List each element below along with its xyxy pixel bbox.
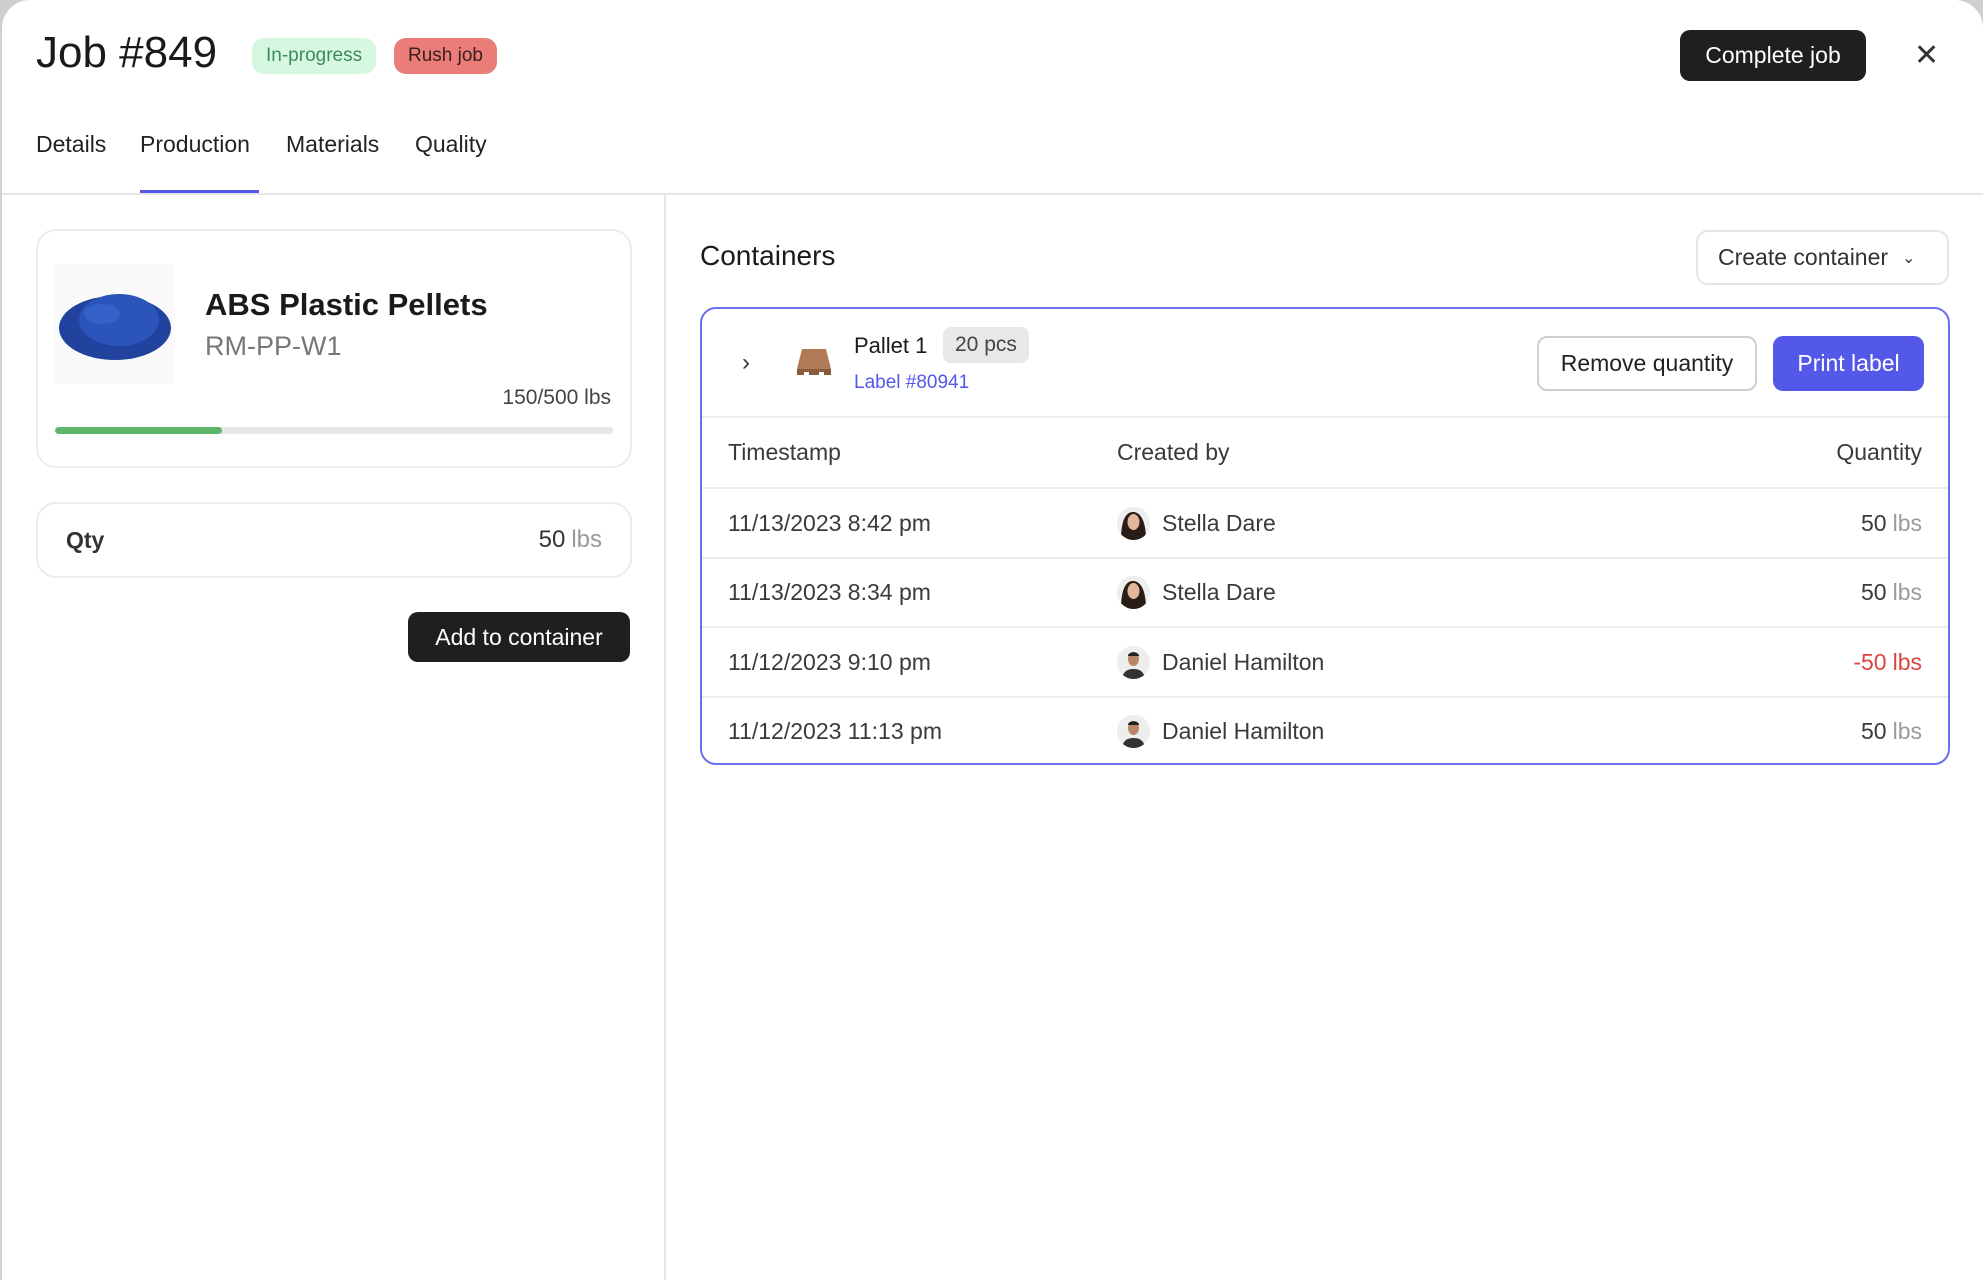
count-badge: 20 pcs <box>943 327 1029 363</box>
table-header: Timestamp Created by Quantity <box>702 416 1948 487</box>
material-progress-text: 150/500 lbs <box>502 386 611 409</box>
material-sku: RM-PP-W1 <box>205 331 342 361</box>
tab-details[interactable]: Details <box>36 131 107 157</box>
timestamp-cell: 11/13/2023 8:34 pm <box>728 579 931 605</box>
material-image <box>55 264 175 384</box>
qty-value: 50 <box>538 526 566 553</box>
quantity-value: 50 <box>1861 509 1887 536</box>
avatar <box>1117 506 1150 540</box>
quantity-unit: lbs <box>1892 509 1922 536</box>
column-header: Created by <box>1117 439 1230 465</box>
timestamp-cell: 11/12/2023 9:10 pm <box>728 648 931 675</box>
user-name: Daniel Hamilton <box>1162 718 1325 744</box>
table-row[interactable]: 11/13/2023 8:42 pm Stella Dare 50 lbs <box>702 487 1948 557</box>
complete-job-button[interactable]: Complete job <box>1680 30 1866 81</box>
table-row[interactable]: 11/12/2023 9:10 pm Daniel Hamilton -50 lb… <box>702 626 1948 696</box>
quantity-cell: 50 lbs <box>1861 698 1922 764</box>
chevron-right-icon[interactable]: › <box>742 349 750 376</box>
close-icon[interactable]: ✕ <box>1914 39 1940 72</box>
print-label-button[interactable]: Print label <box>1773 336 1924 391</box>
create-container-label: Create container <box>1718 244 1889 270</box>
quantity-unit: lbs <box>1892 579 1922 605</box>
user-name: Daniel Hamilton <box>1162 648 1325 675</box>
table-row[interactable]: 11/12/2023 11:13 pm Daniel Hamilton 50 lb… <box>702 695 1948 764</box>
page-title: Job #849 <box>36 28 218 77</box>
qty-input[interactable]: Qty 50 lbs <box>36 502 632 578</box>
created-by-cell: Stella Dare <box>1117 559 1276 627</box>
user-name: Stella Dare <box>1162 579 1276 605</box>
quantity-cell: 50 lbs <box>1861 559 1922 627</box>
column-header: Quantity <box>1836 439 1922 465</box>
material-progress-bar <box>55 427 613 434</box>
created-by-cell: Daniel Hamilton <box>1117 628 1324 696</box>
divider <box>2 193 1983 195</box>
timestamp-cell: 11/12/2023 11:13 pm <box>728 718 942 744</box>
pallet-icon <box>796 347 832 382</box>
progress-fill <box>55 427 223 434</box>
tab-quality[interactable]: Quality <box>415 131 487 157</box>
column-header: Timestamp <box>728 439 841 465</box>
qty-unit: lbs <box>571 526 602 553</box>
remove-quantity-button[interactable]: Remove quantity <box>1537 336 1757 391</box>
status-badge: In-progress <box>252 38 377 74</box>
tab-materials[interactable]: Materials <box>286 131 380 157</box>
create-container-dropdown[interactable]: Create container ⌄ <box>1696 230 1949 285</box>
quantity-unit: lbs <box>1892 648 1922 675</box>
avatar <box>1117 576 1150 609</box>
divider <box>664 195 666 1280</box>
chevron-down-icon: ⌄ <box>1902 249 1916 267</box>
label-link[interactable]: Label #80941 <box>854 372 970 393</box>
add-to-container-button[interactable]: Add to container <box>408 612 630 662</box>
user-name: Stella Dare <box>1162 509 1276 536</box>
quantity-value: 50 <box>1861 579 1887 605</box>
quantity-cell: -50 lbs <box>1853 628 1922 696</box>
tab-production[interactable]: Production <box>140 131 250 157</box>
container-card: › Pallet 1 20 pcs Label #80941 Remove qu… <box>700 307 1950 765</box>
quantity-value: -50 <box>1853 648 1887 675</box>
rush-badge: Rush job <box>394 38 497 74</box>
qty-label: Qty <box>66 526 105 553</box>
containers-heading: Containers <box>700 240 836 271</box>
quantity-unit: lbs <box>1892 718 1922 744</box>
material-name: ABS Plastic Pellets <box>205 287 488 322</box>
avatar <box>1117 645 1150 679</box>
container-name: Pallet 1 <box>854 333 928 358</box>
created-by-cell: Daniel Hamilton <box>1117 698 1325 764</box>
active-tab-indicator <box>140 190 259 194</box>
avatar <box>1117 715 1150 748</box>
timestamp-cell: 11/13/2023 8:42 pm <box>728 509 931 536</box>
quantity-value: 50 <box>1861 718 1887 744</box>
table-row[interactable]: 11/13/2023 8:34 pm Stella Dare 50 lbs <box>702 556 1948 627</box>
created-by-cell: Stella Dare <box>1117 489 1276 557</box>
quantity-cell: 50 lbs <box>1861 489 1922 557</box>
